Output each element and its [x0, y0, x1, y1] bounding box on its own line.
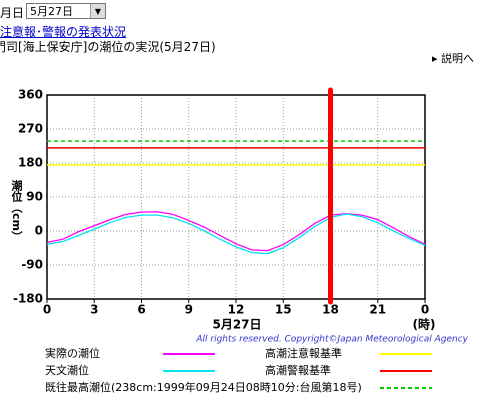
- help-link[interactable]: ▸ 説明へ: [432, 52, 475, 65]
- heading: 門司[海上保安庁]の潮位の実況(5月27日): [0, 40, 216, 54]
- plot-frame: [46, 94, 426, 300]
- legend-label: 天文潮位: [45, 363, 89, 377]
- x-tick-label: 9: [185, 303, 193, 317]
- y-tick-label: -180: [13, 292, 43, 306]
- y-tick-label: 360: [18, 88, 43, 102]
- x-axis-unit: (時): [413, 317, 436, 332]
- y-tick-label: 90: [26, 190, 43, 204]
- series-line: [46, 211, 426, 252]
- legend-label: 高潮警報基準: [265, 363, 331, 377]
- help-text[interactable]: 説明へ: [441, 52, 475, 65]
- y-tick-label: 270: [18, 122, 43, 136]
- series-line: [46, 213, 426, 255]
- x-tick-label: 18: [322, 303, 339, 317]
- date-select-value: 5月27日: [30, 5, 73, 18]
- legend-label: 実際の潮位: [45, 346, 100, 360]
- copyright: All rights reserved. Copyright©Japan Met…: [195, 335, 468, 345]
- legend-label: 高潮注意報基準: [265, 346, 342, 360]
- y-tick-label: 0: [35, 224, 43, 238]
- x-tick-label: 0: [421, 303, 429, 317]
- date-label: 月日: [0, 6, 25, 20]
- date-select[interactable]: 5月27日 ▼: [26, 3, 106, 19]
- legend-label: 既往最高潮位(238cm:1999年09月24日08時10分:台風第18号): [45, 380, 362, 394]
- x-tick-label: 0: [43, 303, 51, 317]
- select-arrow[interactable]: ▼: [90, 4, 105, 18]
- x-axis-title: 5月27日: [212, 318, 261, 332]
- y-tick-label: -90: [21, 258, 43, 272]
- x-tick-label: 15: [275, 303, 292, 317]
- warning-link[interactable]: 注意報･警報の発表状況: [0, 25, 127, 39]
- x-tick-label: 3: [90, 303, 98, 317]
- y-tick-label: 180: [18, 156, 43, 170]
- x-tick-label: 21: [369, 303, 386, 317]
- x-tick-label: 12: [228, 303, 245, 317]
- y-axis-label: 潮位（cm）: [10, 180, 23, 242]
- x-tick-label: 6: [137, 303, 145, 317]
